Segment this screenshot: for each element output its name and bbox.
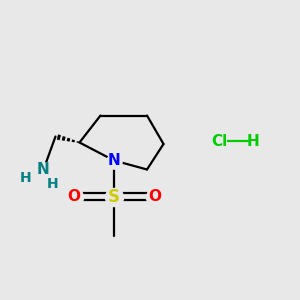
Text: H: H [47, 178, 58, 191]
Text: N: N [37, 162, 50, 177]
Text: Cl: Cl [211, 134, 227, 148]
Text: H: H [247, 134, 260, 148]
Text: N: N [108, 153, 120, 168]
Text: O: O [67, 189, 80, 204]
Text: O: O [148, 189, 161, 204]
Text: H: H [20, 172, 31, 185]
Text: S: S [108, 188, 120, 206]
